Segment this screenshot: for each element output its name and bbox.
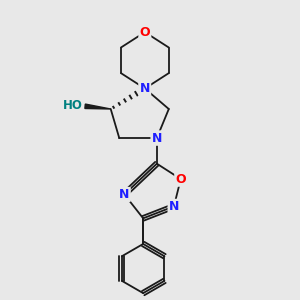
Text: N: N — [119, 188, 130, 201]
Text: O: O — [176, 172, 186, 185]
Text: N: N — [140, 82, 150, 95]
Polygon shape — [85, 104, 111, 109]
Text: N: N — [140, 82, 150, 95]
Text: N: N — [152, 131, 162, 145]
Text: HO: HO — [63, 99, 83, 112]
Text: N: N — [119, 188, 130, 201]
Text: N: N — [152, 131, 162, 145]
Text: N: N — [140, 82, 150, 95]
Text: N: N — [169, 200, 179, 213]
Text: O: O — [176, 172, 186, 185]
Text: N: N — [140, 82, 150, 95]
Text: N: N — [169, 200, 179, 213]
Text: O: O — [140, 26, 150, 39]
Text: HO: HO — [63, 99, 83, 112]
Text: O: O — [140, 26, 150, 39]
